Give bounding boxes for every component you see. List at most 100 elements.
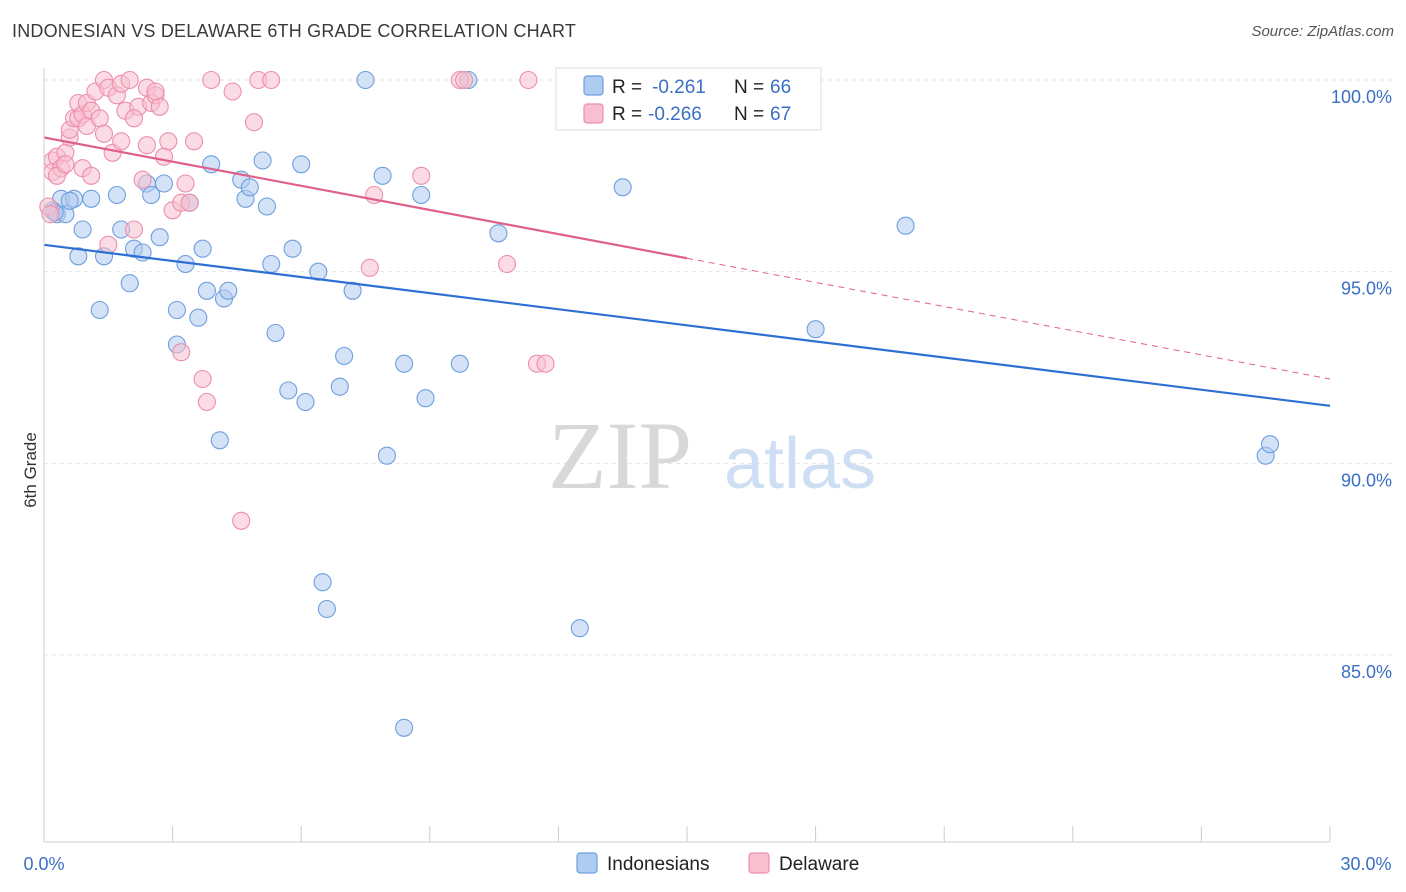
data-point [232, 511, 251, 530]
data-point [262, 70, 281, 90]
data-point [137, 136, 156, 155]
data-point [377, 446, 396, 465]
data-point [90, 300, 109, 320]
chart-source: Source: ZipAtlas.com [1251, 23, 1394, 40]
data-point [184, 132, 204, 151]
data-point [279, 381, 298, 400]
legend-n-label-2: N = [734, 104, 764, 125]
data-point [1260, 435, 1280, 454]
legend-swatch-delaware [583, 103, 604, 124]
data-point [176, 174, 195, 193]
bottom-legend-label-indonesians: Indonesians [607, 854, 709, 875]
data-point [82, 166, 101, 185]
legend-n-value-2: 67 [770, 104, 791, 125]
data-point [133, 170, 152, 189]
bottom-legend-swatch-indonesians [576, 852, 598, 874]
data-point [373, 166, 392, 185]
watermark-atlas: atlas [724, 424, 876, 504]
data-point [313, 573, 332, 592]
data-point [395, 718, 414, 737]
data-point [150, 97, 169, 116]
axes: 85.0% 90.0% 95.0% 100.0% 0.0% 30.0% [23, 68, 1392, 874]
legend-r-value-1: -0.261 [652, 77, 706, 98]
data-point [244, 113, 264, 132]
data-point [330, 377, 349, 396]
data-point [416, 389, 435, 408]
data-point [124, 109, 144, 128]
x-tick-label: 0.0% [23, 854, 64, 874]
data-point [90, 109, 109, 128]
y-tick-label: 90.0% [1341, 470, 1392, 490]
data-point [159, 132, 178, 151]
data-point [99, 235, 118, 254]
data-point [489, 224, 508, 243]
data-point [154, 147, 174, 166]
data-point [395, 354, 414, 373]
y-tick-label: 85.0% [1341, 662, 1392, 682]
data-point [519, 70, 538, 90]
data-point [536, 354, 555, 373]
data-point [197, 392, 216, 412]
data-point [360, 258, 379, 277]
data-point [896, 216, 915, 235]
trend-lines [43, 136, 1331, 407]
data-point [412, 185, 431, 205]
data-point [240, 178, 259, 197]
data-point [142, 185, 161, 205]
data-point [613, 178, 632, 197]
data-point [356, 70, 375, 90]
data-point [455, 70, 474, 90]
data-point [82, 189, 101, 208]
trend-line-indonesians [43, 243, 1331, 407]
data-point [69, 247, 88, 266]
legend-n-value-1: 66 [770, 77, 791, 98]
data-point [107, 185, 126, 205]
data-point [94, 124, 114, 143]
data-point [283, 239, 302, 258]
legend-r-label-1: R = [612, 77, 642, 98]
data-point [210, 431, 229, 450]
data-point [219, 281, 238, 300]
data-point [292, 155, 311, 174]
data-point [150, 228, 169, 247]
trend-line-delaware [43, 136, 688, 260]
data-point [120, 70, 139, 90]
data-point [112, 132, 131, 151]
x-tick-label: 30.0% [1340, 854, 1391, 874]
bottom-legend: Indonesians Delaware [576, 852, 859, 875]
data-point [41, 205, 60, 224]
data-point [124, 220, 144, 239]
legend-r-label-2: R = [612, 104, 642, 125]
data-point [120, 274, 139, 293]
bottom-legend-swatch-delaware [748, 852, 770, 874]
data-point [154, 174, 174, 193]
data-point [193, 239, 212, 258]
data-point [412, 166, 431, 185]
data-point [172, 343, 191, 362]
data-point [146, 82, 165, 101]
data-point [189, 308, 208, 327]
data-point [317, 599, 336, 619]
bottom-legend-label-delaware: Delaware [779, 854, 859, 875]
series-indonesians [43, 70, 1280, 737]
watermark-zip: ZIP [548, 402, 692, 509]
data-point [343, 281, 362, 300]
legend-n-label-1: N = [734, 77, 764, 98]
data-point [497, 254, 517, 274]
legend-box: R = -0.261 N = 66 R = -0.266 N = 67 [555, 67, 822, 131]
data-point [197, 281, 216, 300]
data-point [167, 300, 186, 320]
trend-line-delaware-extrapolated [686, 257, 1331, 380]
data-point [73, 220, 92, 239]
data-point [180, 193, 199, 212]
chart-title: INDONESIAN VS DELAWARE 6TH GRADE CORRELA… [12, 21, 577, 41]
data-point [450, 354, 469, 373]
y-tick-label: 100.0% [1331, 87, 1392, 107]
data-point [266, 323, 285, 343]
y-tick-label: 95.0% [1341, 279, 1392, 299]
data-point [296, 392, 315, 412]
data-point [223, 82, 242, 101]
data-point [570, 619, 589, 638]
y-axis-label: 6th Grade [21, 432, 40, 508]
